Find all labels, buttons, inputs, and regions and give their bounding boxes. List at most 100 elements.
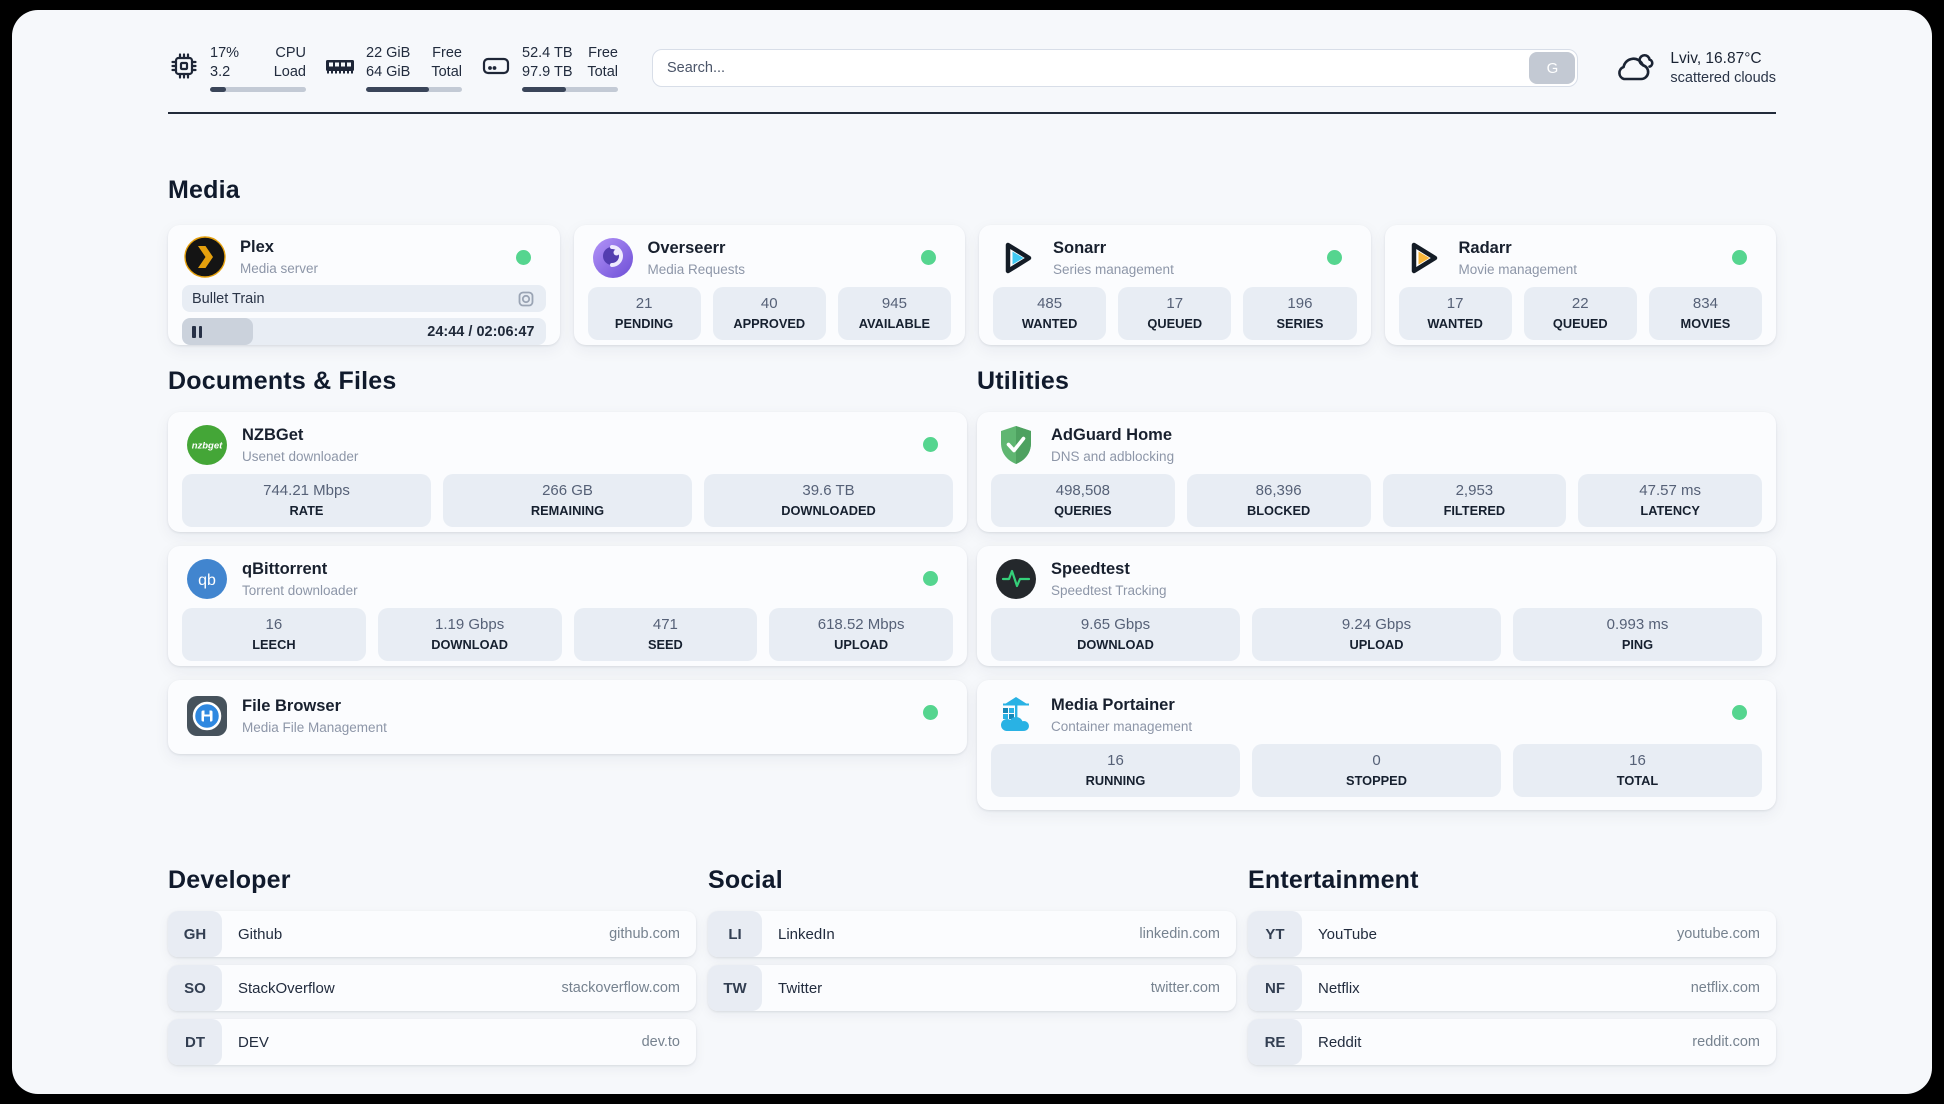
status-indicator — [921, 250, 936, 265]
status-indicator — [515, 250, 531, 265]
svg-text:nzbget: nzbget — [192, 441, 223, 452]
app-subtitle: Media File Management — [242, 719, 387, 735]
link-abbr: GH — [168, 911, 222, 957]
cpu-label: CPU — [275, 45, 306, 61]
top-bar: 17% CPU 3.2 Load — [168, 40, 1776, 96]
link-netflix[interactable]: NF Netflix netflix.com — [1248, 965, 1776, 1011]
app-card-portainer[interactable]: Media Portainer Container management 16 R… — [977, 680, 1776, 810]
disk-total: 97.9 TB — [522, 64, 573, 80]
stat-tile: 39.6 TB DOWNLOADED — [704, 474, 953, 527]
stat-tile: 618.52 Mbps UPLOAD — [769, 608, 953, 661]
stat-tile: 47.57 ms LATENCY — [1578, 474, 1762, 527]
app-card-qbittorrent[interactable]: qb qBittorrent Torrent downloader 16 LEEC… — [168, 546, 967, 666]
link-reddit[interactable]: RE Reddit reddit.com — [1248, 1019, 1776, 1065]
stat-tile: 22 QUEUED — [1523, 287, 1637, 340]
status-indicator — [923, 437, 938, 452]
app-card-overseerr[interactable]: Overseerr Media Requests 21 PENDING 40 APP… — [573, 225, 965, 345]
stat-tile: 945 AVAILABLE — [837, 287, 952, 340]
search-input[interactable] — [652, 49, 1579, 87]
stat-tile: 16 LEECH — [182, 608, 366, 661]
app-subtitle: Usenet downloader — [242, 448, 359, 464]
stat-tile: 16 RUNNING — [991, 744, 1240, 797]
playback-progress-bar: 24:44 / 02:06:47 — [182, 318, 546, 345]
stat-tile: 9.24 Gbps UPLOAD — [1252, 608, 1501, 661]
speedtest-icon — [995, 558, 1037, 600]
app-card-radarr[interactable]: Radarr Movie management 17 WANTED 22 QUEUE… — [1384, 225, 1776, 345]
cpu-load: 3.2 — [210, 64, 231, 80]
pause-icon — [192, 325, 202, 338]
disk-stat: 52.4 TB Free 97.9 TB Total — [480, 44, 622, 92]
stat-tile: 471 SEED — [573, 608, 758, 661]
stat-tile: 86,396 BLOCKED — [1186, 474, 1371, 527]
link-linkedin[interactable]: LI LinkedIn linkedin.com — [708, 911, 1236, 957]
ram-stat: 22 GiB Free 64 GiB Total — [324, 44, 466, 92]
section-title-utilities: Utilities — [977, 367, 1070, 395]
cpu-usage: 17% — [210, 45, 240, 61]
playback-time: 24:44 / 02:06:47 — [427, 323, 535, 340]
overseerr-icon — [592, 237, 634, 279]
ram-total-label: Total — [431, 64, 462, 80]
sonarr-icon — [997, 237, 1039, 279]
disk-free-label: Free — [588, 45, 618, 61]
ram-icon — [324, 50, 356, 82]
search-container: G — [652, 49, 1579, 87]
svg-text:qb: qb — [198, 572, 216, 589]
link-youtube[interactable]: YT YouTube youtube.com — [1248, 911, 1776, 957]
link-abbr: YT — [1248, 911, 1302, 957]
stat-tile: 485 WANTED — [993, 287, 1107, 340]
link-abbr: RE — [1248, 1019, 1302, 1065]
app-title: NZBGet — [242, 425, 304, 444]
disk-icon — [480, 50, 512, 82]
cloud-icon — [1612, 50, 1658, 86]
status-indicator — [1732, 250, 1747, 265]
section-title-social: Social — [708, 866, 783, 894]
header-divider — [168, 112, 1776, 114]
app-card-plex[interactable]: Plex Media server Bullet Train — [168, 225, 560, 345]
stat-tile: 9.65 Gbps DOWNLOAD — [991, 608, 1240, 661]
app-card-speedtest[interactable]: Speedtest Speedtest Tracking 9.65 Gbps DO… — [977, 546, 1776, 666]
link-abbr: LI — [708, 911, 762, 957]
app-title: Overseerr — [647, 238, 726, 257]
link-github[interactable]: GH Github github.com — [168, 911, 696, 957]
stat-tile: 196 SERIES — [1243, 287, 1357, 340]
search-engine-button[interactable]: G — [1529, 52, 1576, 84]
weather-location-temp: Lviv, 16.87°C — [1670, 49, 1762, 67]
section-title-media: Media — [168, 176, 240, 204]
weather-widget: Lviv, 16.87°C scattered clouds — [1612, 49, 1776, 88]
app-card-nzbget[interactable]: nzbget NZBGet Usenet downloader 744.21 M… — [168, 412, 967, 532]
link-dev[interactable]: DT DEV dev.to — [168, 1019, 696, 1065]
cpu-icon — [168, 50, 200, 82]
cpu-progress-bar — [210, 87, 306, 92]
link-twitter[interactable]: TW Twitter twitter.com — [708, 965, 1236, 1011]
ram-free: 22 GiB — [366, 45, 411, 61]
filebrowser-icon — [186, 695, 228, 737]
app-subtitle: Speedtest Tracking — [1051, 582, 1167, 598]
weather-condition: scattered clouds — [1670, 69, 1776, 86]
app-title: qBittorrent — [242, 559, 328, 578]
app-title: AdGuard Home — [1051, 425, 1173, 444]
stat-tile: 498,508 QUERIES — [991, 474, 1175, 527]
stat-tile: 0 STOPPED — [1252, 744, 1501, 797]
media-session-icon[interactable] — [516, 289, 536, 309]
app-card-adguard[interactable]: AdGuard Home DNS and adblocking 498,508 Q… — [977, 412, 1776, 532]
status-indicator — [1732, 705, 1747, 720]
section-title-entertainment: Entertainment — [1248, 866, 1419, 894]
app-title: Radarr — [1458, 238, 1512, 257]
cpu-stat: 17% CPU 3.2 Load — [168, 44, 310, 92]
radarr-icon — [1403, 237, 1445, 279]
app-card-sonarr[interactable]: Sonarr Series management 485 WANTED 17 QUE… — [979, 225, 1371, 345]
link-stackoverflow[interactable]: SO StackOverflow stackoverflow.com — [168, 965, 696, 1011]
app-title: Media Portainer — [1051, 695, 1175, 714]
app-subtitle: Movie management — [1458, 261, 1578, 277]
app-subtitle: Torrent downloader — [242, 582, 358, 598]
now-playing-title: Bullet Train — [192, 290, 265, 307]
app-card-filebrowser[interactable]: File Browser Media File Management — [168, 680, 967, 754]
adguard-icon — [995, 424, 1037, 466]
app-title: File Browser — [242, 696, 342, 715]
stat-tile: 16 TOTAL — [1513, 744, 1762, 797]
app-subtitle: Media Requests — [647, 261, 746, 277]
cpu-load-label: Load — [273, 64, 306, 80]
disk-progress-bar — [522, 87, 618, 92]
app-subtitle: Container management — [1051, 718, 1193, 734]
status-indicator — [923, 571, 938, 586]
